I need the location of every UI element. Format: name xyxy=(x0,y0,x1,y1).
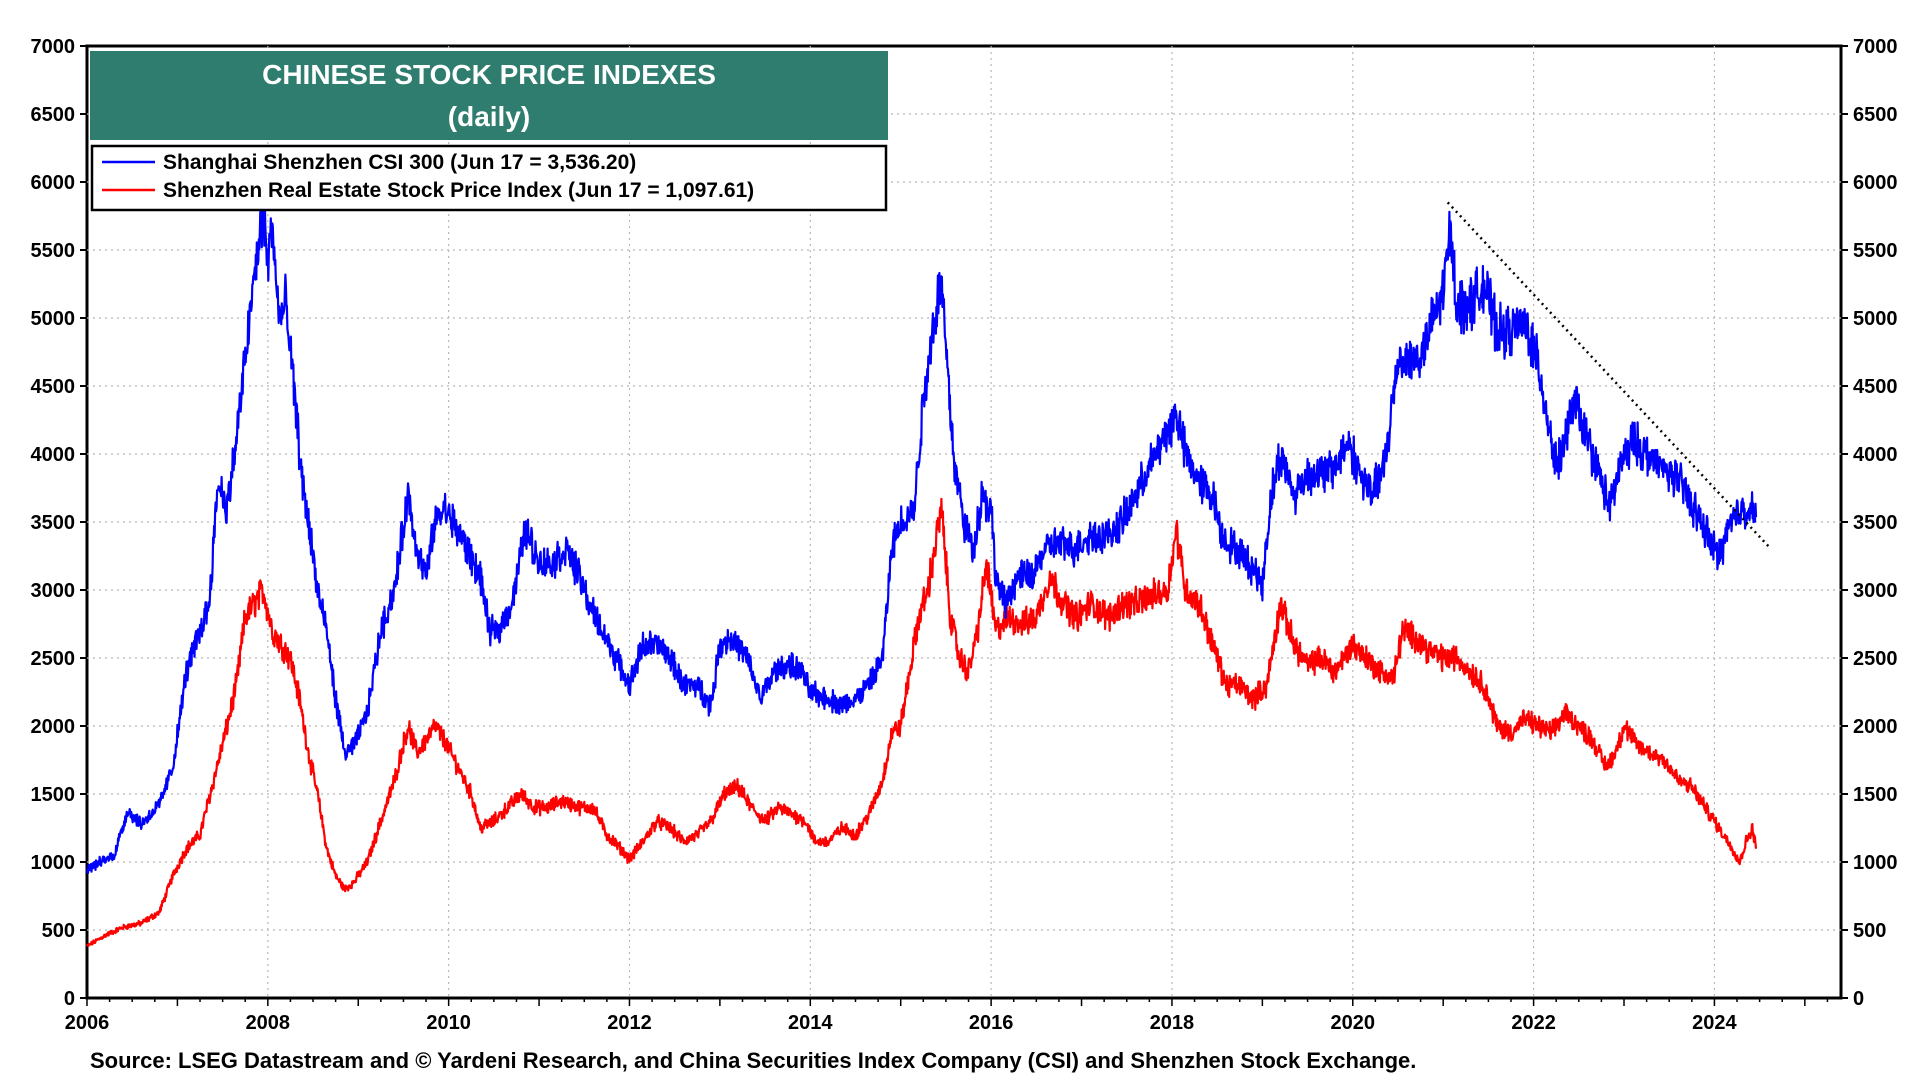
y-tick-label-right: 0 xyxy=(1853,988,1864,1010)
y-tick-label: 1500 xyxy=(31,784,76,806)
y-tick-label: 3500 xyxy=(31,512,76,534)
y-tick-label: 500 xyxy=(42,920,75,942)
title-background xyxy=(90,51,888,140)
y-tick-label: 2500 xyxy=(31,648,76,670)
y-tick-label: 6500 xyxy=(31,104,76,126)
y-tick-label: 1000 xyxy=(31,852,76,874)
x-axis: 2006 2008 2010 2012 2014 2016 2018 2020 2022 2024 xyxy=(65,998,1829,1034)
legend-label-csi300: Shanghai Shenzhen CSI 300 (Jun 17 = 3,53… xyxy=(163,151,636,174)
y-tick-label-right: 1000 xyxy=(1853,852,1898,874)
grid-lines xyxy=(87,46,1841,998)
y-tick-label: 2000 xyxy=(31,716,76,738)
y-axis-right: 0 500 1000 1500 2000 2500 3000 3500 4000 4500 5000… xyxy=(1841,36,1898,1010)
x-tick-label: 2020 xyxy=(1331,1012,1376,1034)
y-tick-label-right: 5500 xyxy=(1853,240,1898,262)
x-tick-label: 2018 xyxy=(1150,1012,1195,1034)
source-note: Source: LSEG Datastream and © Yardeni Re… xyxy=(90,1048,1417,1073)
x-tick-label: 2010 xyxy=(426,1012,471,1034)
x-tick-label: 2014 xyxy=(788,1012,833,1034)
y-tick-label: 4500 xyxy=(31,376,76,398)
y-tick-label-right: 3000 xyxy=(1853,580,1898,602)
series-line-csi300 xyxy=(85,195,1758,875)
x-tick-label: 2024 xyxy=(1692,1012,1737,1034)
y-tick-label-right: 7000 xyxy=(1853,36,1898,58)
chart-title: CHINESE STOCK PRICE INDEXES xyxy=(262,59,716,90)
y-tick-label-right: 6000 xyxy=(1853,172,1898,194)
legend-box xyxy=(90,144,888,212)
title-box: CHINESE STOCK PRICE INDEXES (daily) xyxy=(90,51,888,140)
x-tick-label: 2008 xyxy=(246,1012,291,1034)
y-tick-label-right: 500 xyxy=(1853,920,1886,942)
y-tick-label-right: 1500 xyxy=(1853,784,1898,806)
y-tick-label: 7000 xyxy=(31,36,76,58)
x-tick-label: 2022 xyxy=(1511,1012,1556,1034)
y-tick-label-right: 2000 xyxy=(1853,716,1898,738)
trendline xyxy=(1446,201,1770,548)
x-tick-label: 2006 xyxy=(65,1012,110,1034)
legend: Shanghai Shenzhen CSI 300 (Jun 17 = 3,53… xyxy=(90,144,888,212)
y-tick-label-right: 6500 xyxy=(1853,104,1898,126)
y-tick-label-right: 3500 xyxy=(1853,512,1898,534)
chart-subtitle: (daily) xyxy=(448,101,530,132)
y-tick-label-right: 4000 xyxy=(1853,444,1898,466)
y-tick-label-right: 2500 xyxy=(1853,648,1898,670)
y-tick-label-right: 4500 xyxy=(1853,376,1898,398)
y-tick-label: 5000 xyxy=(31,308,76,330)
y-tick-label: 5500 xyxy=(31,240,76,262)
series-lines xyxy=(85,195,1758,947)
y-tick-label: 6000 xyxy=(31,172,76,194)
annotations xyxy=(1446,201,1770,548)
series-line-real-estate xyxy=(85,497,1758,947)
y-tick-label: 4000 xyxy=(31,444,76,466)
x-tick-label: 2016 xyxy=(969,1012,1014,1034)
y-tick-label: 0 xyxy=(64,988,75,1010)
y-tick-label-right: 5000 xyxy=(1853,308,1898,330)
x-tick-label: 2012 xyxy=(607,1012,652,1034)
legend-label-real-estate: Shenzhen Real Estate Stock Price Index (… xyxy=(163,179,754,202)
y-axis-left: 0 500 1000 1500 2000 2500 3000 3500 4000 4500 5000… xyxy=(31,36,87,1010)
y-tick-label: 3000 xyxy=(31,580,76,602)
